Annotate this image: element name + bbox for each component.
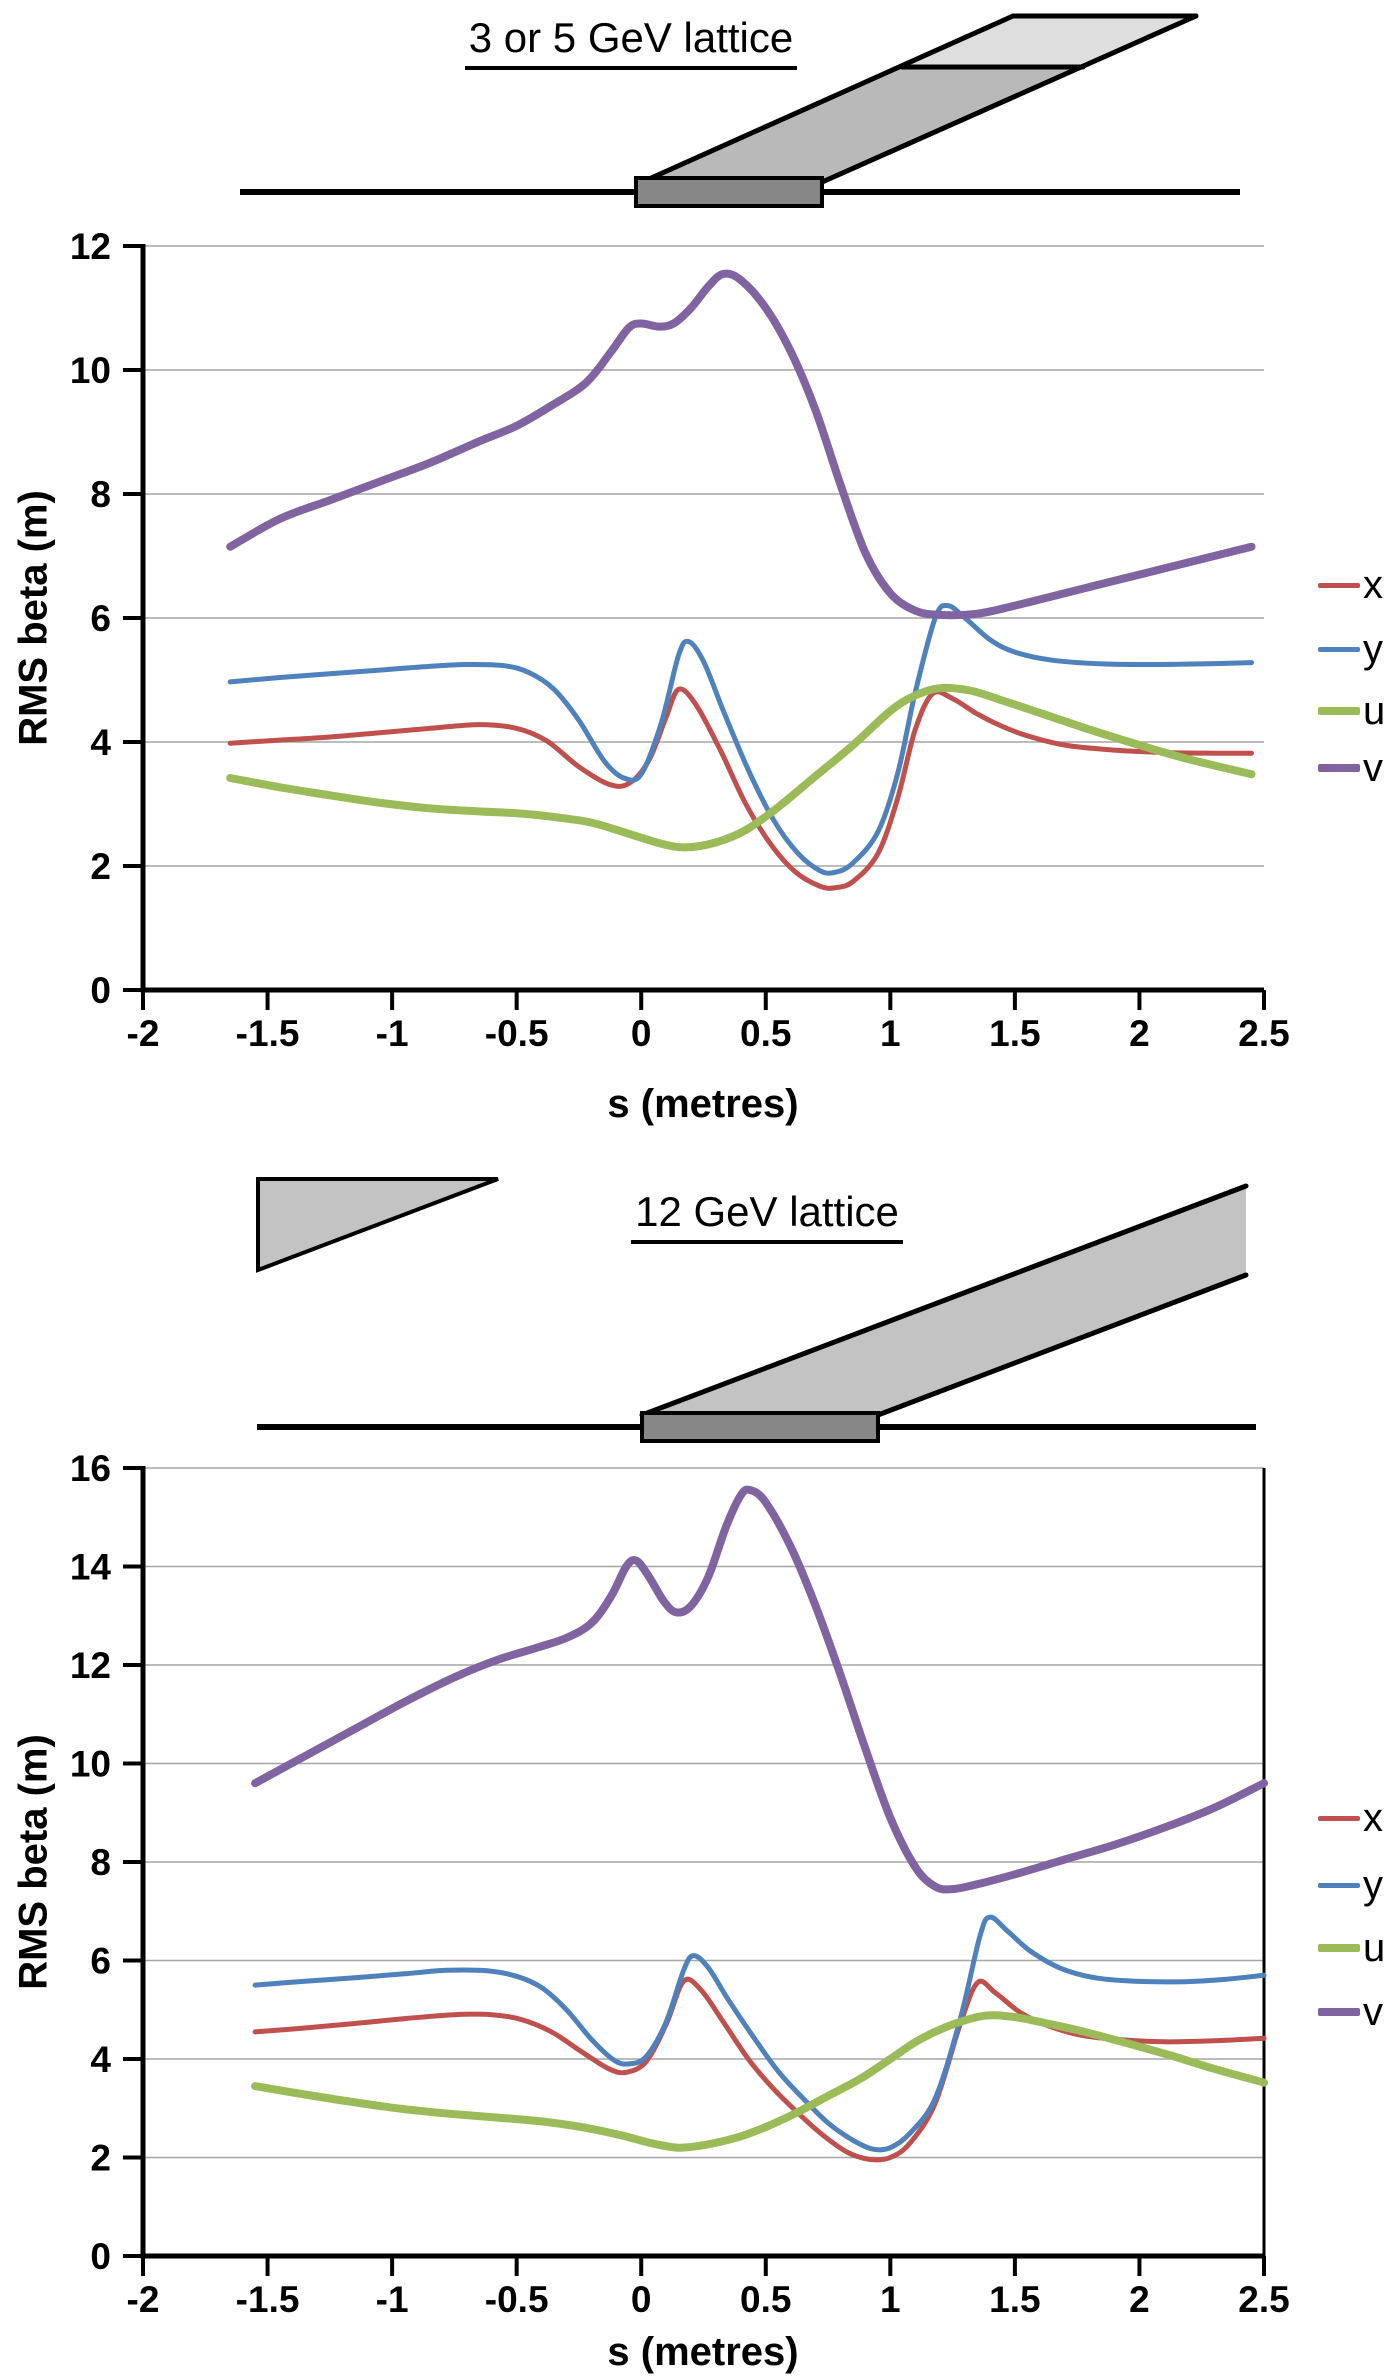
- y-tick-label: 8: [90, 474, 111, 515]
- legend-label-v: v: [1363, 745, 1383, 790]
- legend-line-v: [1318, 2008, 1360, 2016]
- legend-item-v: v: [1318, 744, 1383, 792]
- x-tick-label: 0: [631, 2279, 652, 2320]
- x-tick-label: 2: [1129, 2279, 1150, 2320]
- panel1-title-text: 3 or 5 GeV lattice: [464, 14, 798, 70]
- legend-item-y: y: [1318, 625, 1383, 673]
- x-tick-label: 0.5: [740, 1013, 791, 1054]
- legend-line-y: [1318, 1882, 1360, 1888]
- legend-item-y: y: [1318, 1861, 1383, 1909]
- panel2-arm-edge: [639, 1183, 1249, 1418]
- series-line-y: [227, 602, 1254, 876]
- panel2-title-text: 12 GeV lattice: [631, 1188, 903, 1244]
- panel2-target-box: [640, 1411, 880, 1443]
- y-tick-label: 6: [90, 598, 111, 639]
- x-tick-label: 0: [631, 1013, 652, 1054]
- y-tick-label: 4: [90, 722, 111, 763]
- panel1-title: 3 or 5 GeV lattice: [281, 14, 981, 70]
- legend-item-x: x: [1318, 1794, 1383, 1842]
- x-tick-label: -2: [127, 1013, 160, 1054]
- panel2-x-axis-title: s (metres): [607, 2330, 799, 2374]
- panel2-y-axis-title: RMS beta (m): [11, 1734, 56, 1990]
- legend-label-y: y: [1363, 1862, 1383, 1907]
- x-tick-label: -1.5: [236, 2279, 300, 2320]
- x-tick-label: -0.5: [485, 2279, 549, 2320]
- series-line-y: [252, 1914, 1267, 2153]
- y-tick-label: 10: [70, 1744, 111, 1785]
- series-line-x: [227, 686, 1254, 891]
- y-tick-label: 0: [90, 970, 111, 1011]
- legend-label-y: y: [1363, 626, 1383, 671]
- legend-line-y: [1318, 646, 1360, 652]
- series-line-v: [226, 269, 1256, 620]
- panel1-y-axis-title: RMS beta (m): [11, 490, 56, 746]
- legend-item-u: u: [1318, 687, 1385, 735]
- legend-label-x: x: [1363, 1795, 1383, 1840]
- x-tick-label: 2.5: [1238, 2279, 1289, 2320]
- y-tick-label: 16: [70, 1448, 111, 1489]
- panel1-x-axis-title: s (metres): [607, 1082, 799, 1126]
- series-line-u: [226, 683, 1256, 852]
- panel1-arm-edge: [817, 13, 1199, 186]
- x-tick-label: 2: [1129, 1013, 1150, 1054]
- y-tick-label: 8: [90, 1842, 111, 1883]
- x-tick-label: 1.5: [989, 1013, 1040, 1054]
- legend-line-x: [1318, 1815, 1360, 1821]
- panel1-arm-edge: [637, 13, 1016, 186]
- panel2-arm-edge: [875, 1272, 1249, 1418]
- x-tick-label: -1.5: [236, 1013, 300, 1054]
- x-tick-label: -0.5: [485, 1013, 549, 1054]
- legend-line-x: [1318, 582, 1360, 588]
- y-tick-label: 14: [70, 1547, 112, 1588]
- legend-label-v: v: [1363, 1989, 1383, 2034]
- y-tick-label: 0: [90, 2236, 111, 2277]
- x-tick-label: 1: [880, 2279, 901, 2320]
- y-tick-label: 4: [90, 2039, 111, 2080]
- panel1-spectrometer-arm-cap: [902, 16, 1196, 67]
- panel2-title: 12 GeV lattice: [417, 1188, 1117, 1244]
- legend-label-u: u: [1363, 688, 1386, 733]
- y-tick-label: 6: [90, 1941, 111, 1982]
- legend-item-x: x: [1318, 561, 1383, 609]
- x-tick-label: 1.5: [989, 2279, 1040, 2320]
- y-tick-label: 2: [90, 2138, 111, 2179]
- legend-item-u: u: [1318, 1924, 1385, 1972]
- x-tick-label: -1: [376, 2279, 409, 2320]
- legend-label-x: x: [1363, 562, 1383, 607]
- legend-item-v: v: [1318, 1988, 1383, 2036]
- x-tick-label: 2.5: [1238, 1013, 1289, 1054]
- x-tick-label: -2: [127, 2279, 160, 2320]
- panel1-spectrometer-arm-body: [640, 67, 1083, 183]
- x-tick-label: -1: [376, 1013, 409, 1054]
- y-tick-label: 12: [70, 1645, 111, 1686]
- x-tick-label: 0.5: [740, 2279, 791, 2320]
- panel2-triangle-shape: [256, 1177, 499, 1273]
- legend-line-v: [1318, 764, 1360, 772]
- legend-label-u: u: [1363, 1925, 1386, 1970]
- y-tick-label: 10: [70, 350, 111, 391]
- legend-line-u: [1318, 1944, 1360, 1952]
- series-line-u: [251, 2011, 1268, 2152]
- x-tick-label: 1: [880, 1013, 901, 1054]
- panel1-target-box: [634, 176, 824, 208]
- legend-line-u: [1318, 707, 1360, 715]
- y-tick-label: 12: [70, 226, 111, 267]
- series-line-v: [251, 1485, 1268, 1894]
- y-tick-label: 2: [90, 846, 111, 887]
